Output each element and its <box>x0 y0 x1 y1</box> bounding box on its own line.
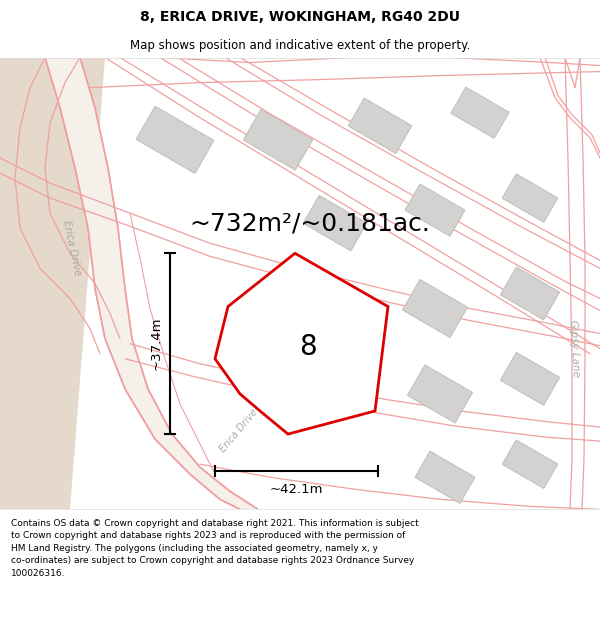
Text: 8: 8 <box>299 332 317 361</box>
Polygon shape <box>451 87 509 138</box>
Polygon shape <box>500 352 560 405</box>
Text: Erica Drive: Erica Drive <box>218 408 260 455</box>
Polygon shape <box>215 253 388 434</box>
Polygon shape <box>243 109 313 170</box>
Polygon shape <box>0 58 105 509</box>
Polygon shape <box>500 267 560 320</box>
Polygon shape <box>348 98 412 154</box>
Polygon shape <box>136 106 214 173</box>
Polygon shape <box>415 451 475 503</box>
Polygon shape <box>407 365 473 423</box>
Polygon shape <box>502 440 558 488</box>
Polygon shape <box>303 196 367 251</box>
Text: 8, ERICA DRIVE, WOKINGHAM, RG40 2DU: 8, ERICA DRIVE, WOKINGHAM, RG40 2DU <box>140 10 460 24</box>
Text: Gipsy Lane: Gipsy Lane <box>568 320 580 378</box>
Polygon shape <box>405 184 465 236</box>
Text: ~42.1m: ~42.1m <box>270 483 323 496</box>
Polygon shape <box>403 279 467 338</box>
Text: Map shows position and indicative extent of the property.: Map shows position and indicative extent… <box>130 39 470 52</box>
Text: ~732m²/~0.181ac.: ~732m²/~0.181ac. <box>190 211 430 235</box>
Polygon shape <box>502 174 558 222</box>
Text: Erica Drive: Erica Drive <box>61 219 83 277</box>
Text: ~37.4m: ~37.4m <box>150 317 163 371</box>
Polygon shape <box>45 58 258 514</box>
Text: Contains OS data © Crown copyright and database right 2021. This information is : Contains OS data © Crown copyright and d… <box>11 519 419 578</box>
